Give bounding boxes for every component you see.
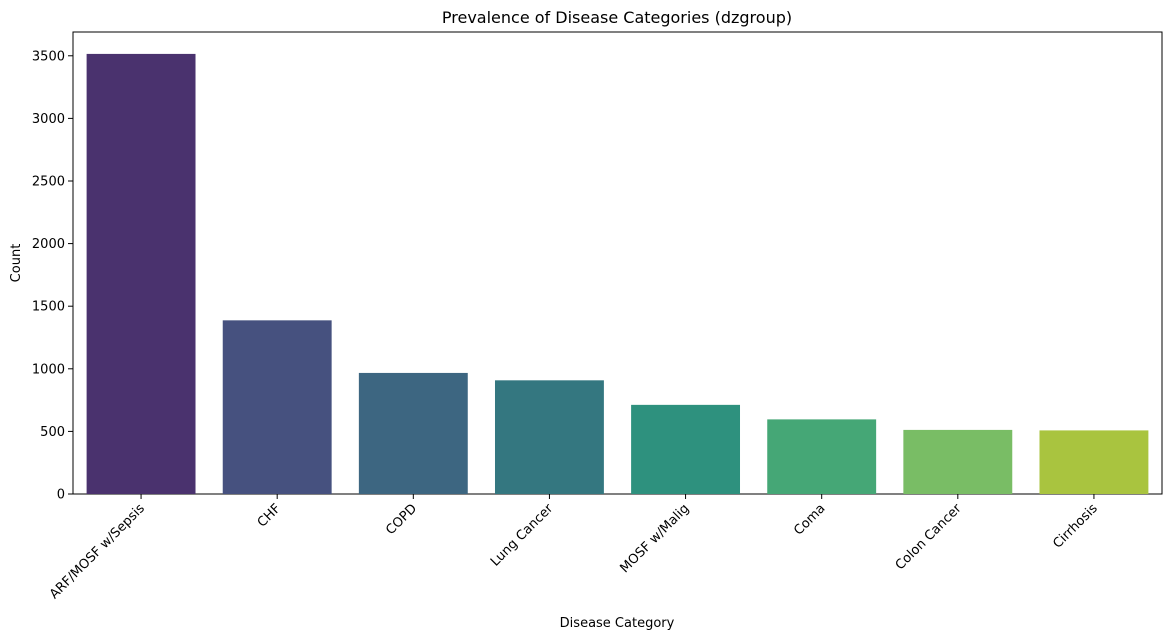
x-axis-label: Disease Category [560,616,675,631]
bar-4 [631,404,741,494]
x-tick-label-1: CHF [255,501,284,530]
plot-area [72,31,1163,495]
y-axis: 0 500 1000 1500 2000 2500 3000 3500 [32,49,73,503]
bars-group [86,53,1149,494]
bar-6 [903,429,1013,494]
y-tick-label-7: 3500 [32,49,65,64]
y-tick-label-1: 500 [40,425,65,440]
y-tick-label-0: 0 [57,488,65,503]
x-tick-label-5: Coma [791,501,828,538]
chart-title: Prevalence of Disease Categories (dzgrou… [442,8,792,27]
x-tick-label-3: Lung Cancer [488,501,557,570]
bar-5 [767,419,877,494]
y-axis-label: Count [9,244,24,283]
y-tick-label-5: 2500 [32,174,65,189]
bar-3 [494,380,604,494]
bar-7 [1039,430,1149,494]
y-tick-label-2: 1000 [32,362,65,377]
x-tick-label-6: Colon Cancer [893,501,965,573]
bar-0 [86,53,196,494]
y-tick-label-6: 3000 [32,112,65,127]
x-tick-label-2: COPD [383,501,420,538]
x-axis: ARF/MOSF w/Sepsis CHF COPD Lung Cancer MOSF … [47,494,1101,602]
x-tick-label-4: MOSF w/Malig [617,501,692,576]
bar-1 [222,320,332,494]
x-tick-label-0: ARF/MOSF w/Sepsis [47,501,148,602]
x-tick-label-7: Cirrhosis [1050,501,1101,552]
y-tick-label-3: 1500 [32,300,65,315]
bar-2 [358,372,468,494]
y-tick-label-4: 2000 [32,237,65,252]
